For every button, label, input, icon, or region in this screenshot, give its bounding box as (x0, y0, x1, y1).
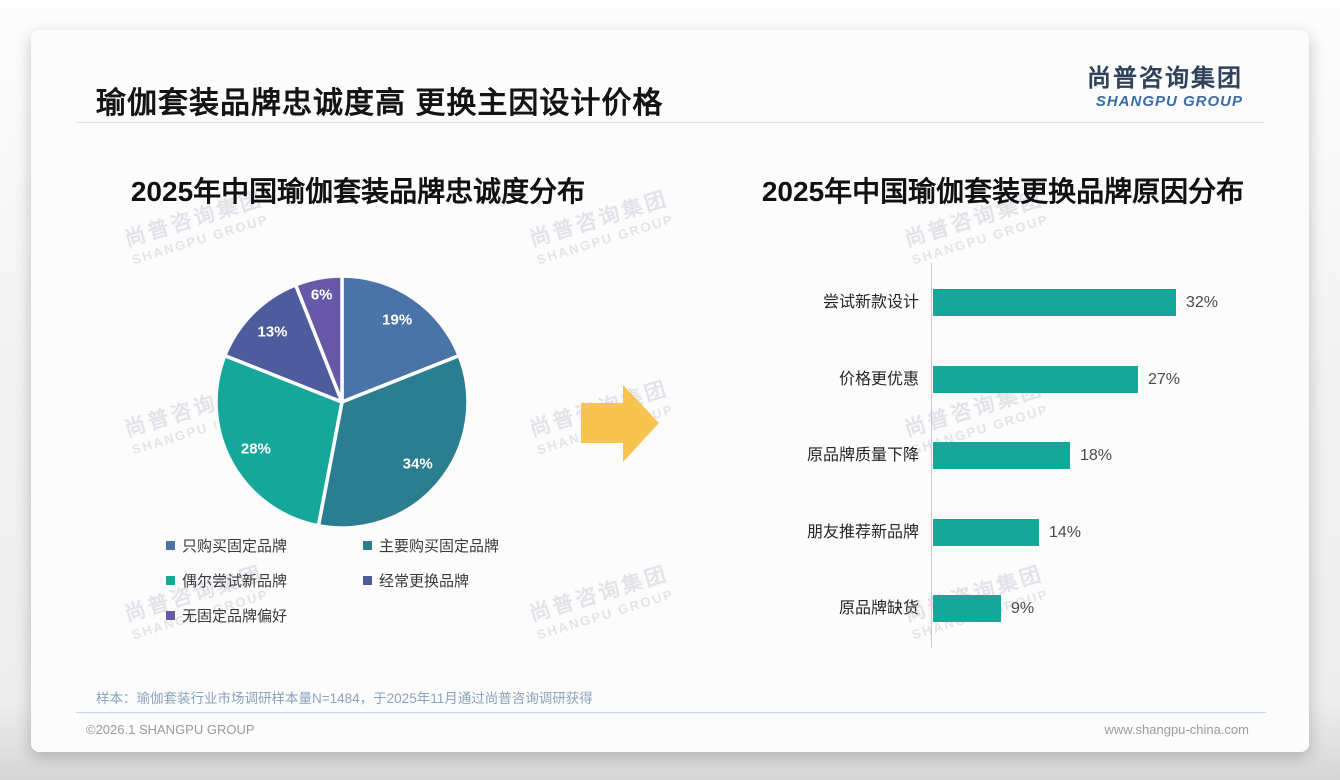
bar-category-label: 原品牌质量下降 (806, 447, 919, 464)
bar-axis-line (931, 263, 932, 648)
pie-slice (214, 353, 344, 528)
legend-marker (166, 611, 175, 620)
pie-slice-label: 6% (311, 287, 333, 304)
footer-divider (76, 712, 1266, 713)
legend-item: 经常更换品牌 (363, 570, 556, 591)
pie-chart: 19% 34% 28% 13% 6% (214, 274, 470, 530)
bar (933, 289, 1176, 316)
pie-slice-label: 19% (382, 312, 412, 329)
legend-label: 经常更换品牌 (379, 573, 470, 590)
page-title: 瑜伽套装品牌忠诚度高 更换主因设计价格 (96, 87, 664, 120)
bar-value-label: 32% (1186, 294, 1219, 311)
legend-marker (363, 576, 372, 585)
legend-item: 无固定品牌偏好 (166, 605, 363, 626)
pie-slice (316, 353, 470, 530)
pie-slice (223, 283, 344, 404)
footer-copyright: ©2026.1 SHANGPU GROUP (86, 722, 255, 737)
sample-note: 样本：瑜伽套装行业市场调研样本量N=1484，于2025年11月通过尚普咨询调研… (96, 691, 593, 706)
footer-website: www.shangpu-china.com (1104, 722, 1249, 737)
legend-item: 主要购买固定品牌 (363, 535, 556, 556)
bar (933, 595, 1001, 622)
bar (933, 366, 1138, 393)
legend-marker (363, 541, 372, 550)
bar-category-label: 价格更优惠 (838, 371, 919, 388)
bar-category-label: 朋友推荐新品牌 (806, 524, 919, 541)
logo-text-en: SHANGPU GROUP (1095, 93, 1243, 110)
bar-value-label: 18% (1080, 447, 1113, 464)
bar-category-label: 原品牌缺货 (838, 600, 919, 617)
legend-item: 偶尔尝试新品牌 (166, 570, 363, 591)
pie-slice-label: 34% (403, 456, 433, 473)
legend-item: 只购买固定品牌 (166, 535, 363, 556)
logo-text-cn: 尚普咨询集团 (1087, 65, 1243, 92)
report-card: 尚普咨询集团 SHANGPU GROUP 尚普咨询集团 SHANGPU GROUP 尚普… (31, 30, 1309, 752)
pie-slice (340, 274, 461, 404)
pie-slice-label: 28% (241, 440, 271, 457)
legend-marker (166, 541, 175, 550)
logo: 尚普咨询集团 SHANGPU GROUP (1087, 58, 1243, 110)
bar-value-label: 14% (1049, 524, 1082, 541)
bar-value-label: 27% (1148, 371, 1181, 388)
pie-legend: 只购买固定品牌 主要购买固定品牌偶尔尝试新品牌 经常更换品牌无固定品牌偏好 (166, 535, 556, 626)
bar-value-label: 9% (1011, 600, 1035, 617)
legend-label: 无固定品牌偏好 (182, 608, 288, 625)
legend-label: 只购买固定品牌 (182, 538, 288, 555)
pie-slice-label: 13% (257, 323, 287, 340)
arrow-right-icon (581, 385, 659, 462)
bar (933, 519, 1039, 546)
header-divider (76, 122, 1264, 123)
bar-category-label: 尝试新款设计 (822, 294, 919, 311)
bar-chart-title: 2025年中国瑜伽套装更换品牌原因分布 (761, 176, 1245, 207)
legend-label: 偶尔尝试新品牌 (182, 573, 288, 590)
pie-slice (293, 274, 344, 404)
pie-chart-title: 2025年中国瑜伽套装品牌忠诚度分布 (130, 176, 586, 207)
bar-chart: 尝试新款设计 32% 价格更优惠 27% 原品牌质量下降 18% 朋友推荐新品牌 14% 原品牌… (31, 30, 1309, 752)
legend-marker (166, 576, 175, 585)
legend-label: 主要购买固定品牌 (379, 538, 500, 555)
bar (933, 442, 1070, 469)
